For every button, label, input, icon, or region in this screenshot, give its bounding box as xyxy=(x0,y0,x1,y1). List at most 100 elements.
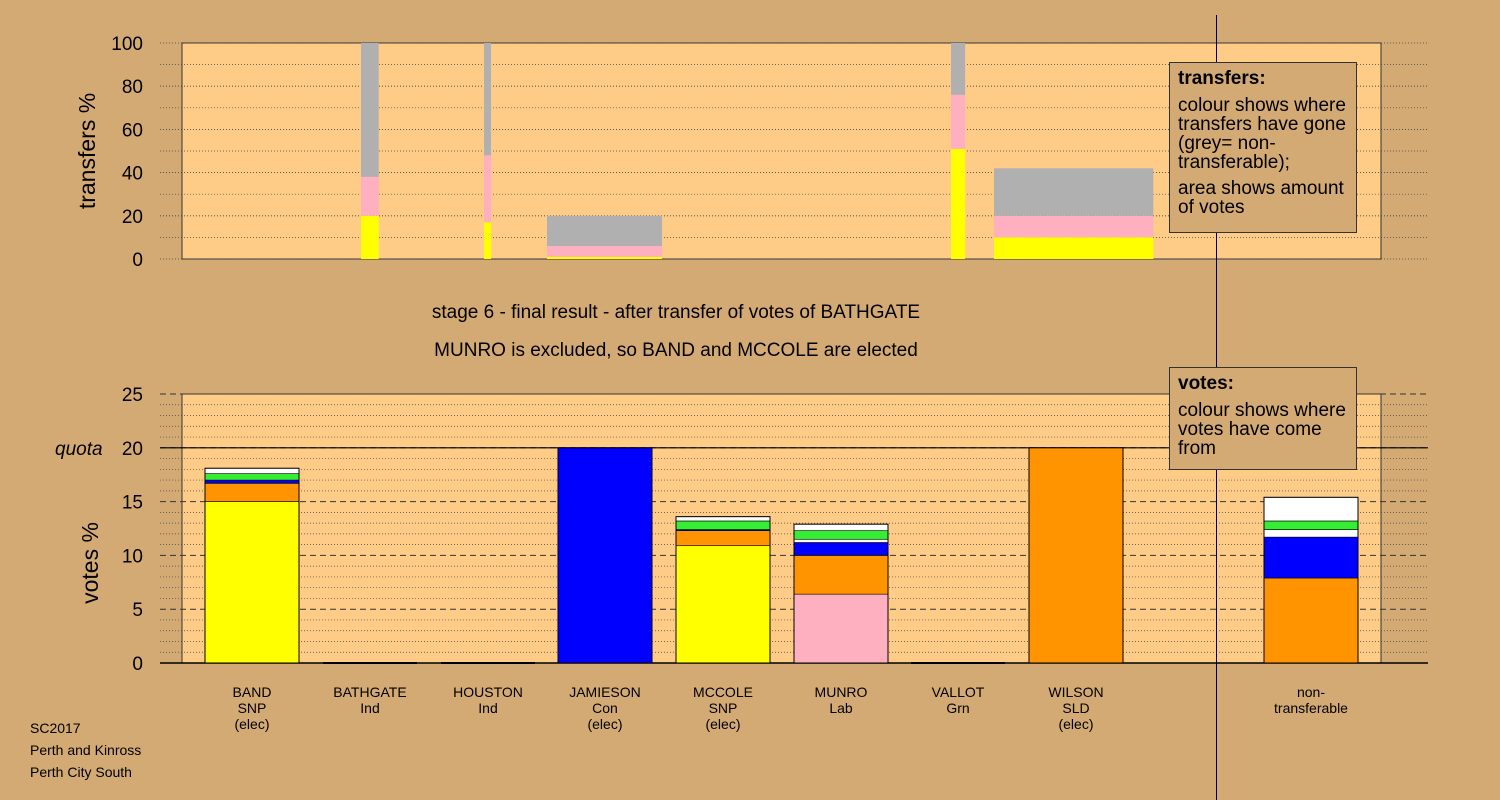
candidate-status: (elec) xyxy=(705,716,741,732)
vote-bar-segment xyxy=(1263,529,1359,538)
vote-bar-segment xyxy=(793,538,889,543)
votes-y-tick: 10 xyxy=(122,546,143,567)
votes-chart: 0 5 10 15 20 25 quota votes % xyxy=(55,385,1428,675)
votes-y-tick: 25 xyxy=(122,385,143,406)
candidate-party: SLD xyxy=(1062,700,1090,716)
transfer-bar-segment xyxy=(994,215,1154,238)
vote-bar-outline xyxy=(675,516,771,664)
vote-bar-segment xyxy=(793,555,889,595)
quota-label: quota xyxy=(55,439,103,460)
votes-y-tick: 5 xyxy=(132,600,143,621)
vote-bar-segment xyxy=(675,530,771,547)
candidate-name: HOUSTON xyxy=(453,684,523,700)
transfers-legend-text: colour shows where transfers have gone (… xyxy=(1178,95,1346,173)
vote-bar-outline xyxy=(793,523,889,664)
vote-bar-segment xyxy=(1263,536,1359,579)
transfer-bar-segment xyxy=(361,215,379,259)
candidate-label: WILSON SLD (elec) xyxy=(1021,684,1131,732)
candidate-party: Lab xyxy=(829,700,853,716)
candidate-party: Con xyxy=(592,700,618,716)
votes-y-axis-label: votes % xyxy=(77,522,103,604)
vote-bar-segment xyxy=(793,593,889,664)
transfers-y-tick: 80 xyxy=(122,77,143,98)
candidate-party: transferable xyxy=(1274,700,1348,716)
candidate-status: (elec) xyxy=(1058,716,1094,732)
vote-bar-outline xyxy=(557,447,653,664)
transfers-legend-title: transfers: xyxy=(1178,68,1266,89)
candidate-name: non- xyxy=(1296,684,1326,700)
transfers-y-tick: 40 xyxy=(122,164,143,185)
vote-bar-segment xyxy=(793,530,889,540)
transfers-legend: transfers: colour shows where transfers … xyxy=(1169,62,1357,233)
vote-bar-segment xyxy=(675,516,771,522)
vote-bar-outline xyxy=(1028,447,1124,664)
candidate-name: VALLOT xyxy=(931,684,985,700)
transfer-bar-segment xyxy=(951,94,966,149)
council-label: Perth and Kinross xyxy=(30,742,142,758)
vote-bar-segment xyxy=(1263,520,1359,530)
candidate-name: MCCOLE xyxy=(693,684,753,700)
ward-label: Perth City South xyxy=(30,764,132,780)
candidate-label: VALLOT Grn xyxy=(903,684,1013,716)
vote-bar-outline xyxy=(1263,496,1359,664)
vote-bar-segment xyxy=(204,483,300,502)
transfers-y-tick: 100 xyxy=(111,34,143,55)
candidate-party: SNP xyxy=(237,700,267,716)
transfers-y-tick: 60 xyxy=(122,120,143,141)
candidate-label: MCCOLE SNP (elec) xyxy=(668,684,778,732)
vote-bar-segment xyxy=(1263,577,1359,664)
transfer-bar-segment xyxy=(361,43,379,177)
candidate-party: Ind xyxy=(478,700,498,716)
transfer-bar-segment xyxy=(484,155,492,223)
vote-bar-segment xyxy=(557,447,653,664)
election-label: SC2017 xyxy=(30,720,81,736)
candidate-name: MUNRO xyxy=(814,684,868,700)
transfers-y-tick: 20 xyxy=(122,207,143,228)
transfer-bar-segment xyxy=(994,237,1154,259)
candidate-party: Grn xyxy=(946,700,970,716)
candidate-party: SNP xyxy=(708,700,738,716)
candidate-label: JAMIESON Con (elec) xyxy=(550,684,660,732)
vote-bar-segment xyxy=(204,501,300,664)
candidate-name: JAMIESON xyxy=(569,684,641,700)
result-caption: MUNRO is excluded, so BAND and MCCOLE ar… xyxy=(434,340,918,361)
vote-bar-segment xyxy=(1263,496,1359,522)
vote-bar-segment xyxy=(793,542,889,556)
votes-legend-title: votes: xyxy=(1178,373,1234,394)
transfer-bar-segment xyxy=(951,148,966,259)
candidate-label: BATHGATE Ind xyxy=(315,684,425,716)
votes-y-tick: 0 xyxy=(132,654,143,675)
votes-y-tick: 20 xyxy=(122,439,143,460)
transfer-bar-segment xyxy=(361,176,379,216)
transfers-y-tick: 0 xyxy=(132,250,143,271)
votes-legend-text: colour shows where votes have come from xyxy=(1178,400,1346,459)
votes-y-tick: 15 xyxy=(122,493,143,514)
candidate-name: BATHGATE xyxy=(333,684,407,700)
candidate-name: BAND xyxy=(232,684,272,700)
candidate-name: WILSON xyxy=(1048,684,1104,700)
candidate-party: Ind xyxy=(360,700,380,716)
vote-bar-segment xyxy=(1028,447,1124,664)
transfer-bar-segment xyxy=(484,222,492,259)
stage-caption: stage 6 - final result - after transfer … xyxy=(431,302,921,323)
vote-bar-segment xyxy=(675,545,771,664)
candidate-label: non-transferable xyxy=(1256,684,1366,716)
candidate-status: (elec) xyxy=(587,716,623,732)
transfer-bar-segment xyxy=(547,215,663,247)
candidate-label: BAND SNP (elec) xyxy=(197,684,307,732)
vote-bar-outline xyxy=(204,467,300,664)
candidate-label: HOUSTON Ind xyxy=(433,684,543,716)
transfer-bar-segment xyxy=(547,256,663,259)
candidate-status: (elec) xyxy=(234,716,270,732)
transfer-bar-segment xyxy=(547,246,663,257)
transfer-bar-segment xyxy=(951,43,966,95)
transfers-y-axis-label: transfers % xyxy=(74,93,100,209)
vote-bar-segment xyxy=(204,467,300,474)
vote-bar-segment xyxy=(204,479,300,484)
vote-bar-segment xyxy=(204,473,300,481)
transfers-legend-area-text: area shows amount of votes xyxy=(1178,178,1344,218)
votes-legend: votes: colour shows where votes have com… xyxy=(1169,367,1357,470)
vote-bar-segment xyxy=(675,520,771,530)
transfer-bar-segment xyxy=(484,43,492,156)
candidate-label: MUNRO Lab xyxy=(786,684,896,716)
